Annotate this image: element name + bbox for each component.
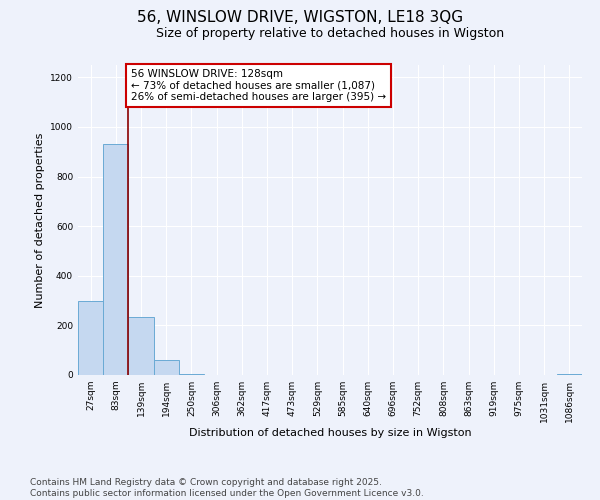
Text: Contains HM Land Registry data © Crown copyright and database right 2025.
Contai: Contains HM Land Registry data © Crown c… — [30, 478, 424, 498]
Title: Size of property relative to detached houses in Wigston: Size of property relative to detached ho… — [156, 27, 504, 40]
Bar — [557, 374, 582, 375]
X-axis label: Distribution of detached houses by size in Wigston: Distribution of detached houses by size … — [188, 428, 472, 438]
Bar — [179, 374, 204, 375]
Text: 56, WINSLOW DRIVE, WIGSTON, LE18 3QG: 56, WINSLOW DRIVE, WIGSTON, LE18 3QG — [137, 10, 463, 25]
Y-axis label: Number of detached properties: Number of detached properties — [35, 132, 44, 308]
Bar — [103, 144, 128, 375]
Bar — [128, 316, 154, 375]
Bar — [154, 360, 179, 375]
Bar — [78, 300, 103, 375]
Text: 56 WINSLOW DRIVE: 128sqm
← 73% of detached houses are smaller (1,087)
26% of sem: 56 WINSLOW DRIVE: 128sqm ← 73% of detach… — [131, 68, 386, 102]
